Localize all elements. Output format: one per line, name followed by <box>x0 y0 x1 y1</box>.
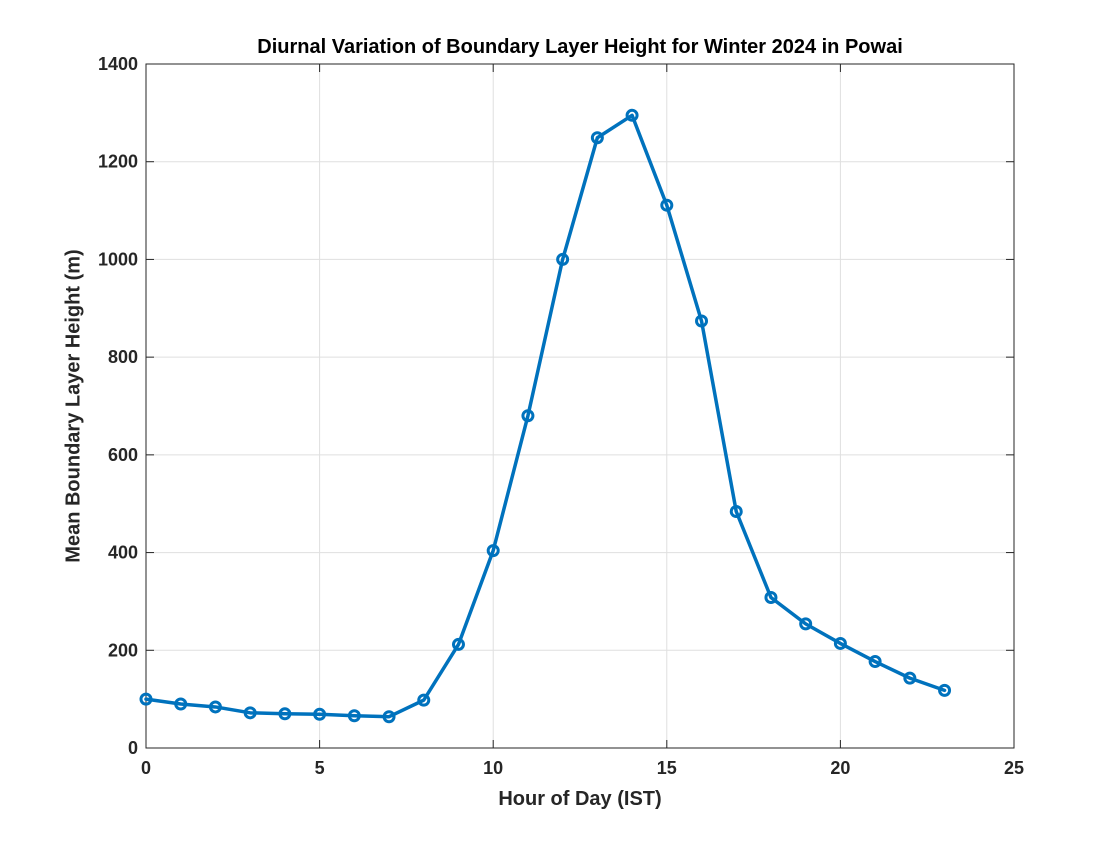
chart-title: Diurnal Variation of Boundary Layer Heig… <box>257 36 903 58</box>
data-point <box>903 671 917 685</box>
data-point <box>695 314 709 328</box>
data-point <box>590 131 604 145</box>
x-tick-label: 25 <box>1004 758 1024 778</box>
x-tick-label: 20 <box>830 758 850 778</box>
y-tick-label: 600 <box>108 445 138 465</box>
data-point <box>486 544 500 558</box>
data-point <box>347 709 361 723</box>
data-point <box>625 108 639 122</box>
x-axis-label: Hour of Day (IST) <box>498 788 662 810</box>
data-point <box>833 636 847 650</box>
x-tick-label: 10 <box>483 758 503 778</box>
data-point <box>139 692 153 706</box>
data-point <box>174 697 188 711</box>
data-point <box>417 693 431 707</box>
data-point <box>521 409 535 423</box>
data-point <box>451 637 465 651</box>
data-point <box>729 505 743 519</box>
data-point <box>938 683 952 697</box>
data-point <box>764 591 778 605</box>
data-point <box>382 710 396 724</box>
data-point <box>208 700 222 714</box>
y-tick-label: 800 <box>108 347 138 367</box>
y-tick-label: 1400 <box>98 54 138 74</box>
data-point <box>660 198 674 212</box>
y-tick-label: 400 <box>108 543 138 563</box>
axes-box <box>145 63 1015 749</box>
y-tick-label: 1000 <box>98 249 138 269</box>
data-point <box>868 655 882 669</box>
x-tick-label: 5 <box>315 758 325 778</box>
data-point <box>799 617 813 631</box>
data-point <box>313 707 327 721</box>
data-point <box>556 252 570 266</box>
x-tick-label: 15 <box>657 758 677 778</box>
y-tick-label: 0 <box>128 738 138 758</box>
data-point <box>278 707 292 721</box>
y-axis-label: Mean Boundary Layer Height (m) <box>62 249 85 563</box>
series-line <box>144 113 947 719</box>
y-tick-label: 1200 <box>98 152 138 172</box>
data-point <box>243 706 257 720</box>
y-tick-label: 200 <box>108 640 138 660</box>
x-tick-label: 0 <box>141 758 151 778</box>
